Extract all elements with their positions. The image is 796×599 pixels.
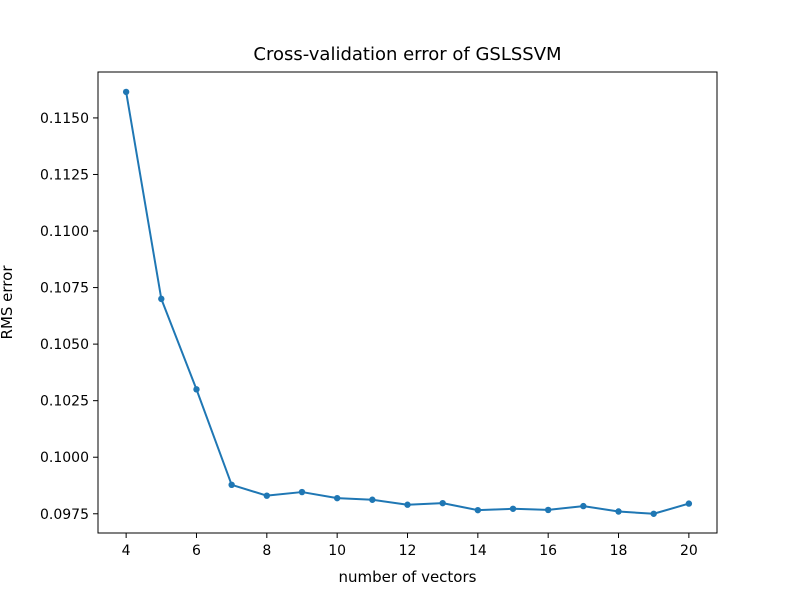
x-tick-label: 14: [469, 543, 487, 559]
data-point: [193, 386, 200, 393]
y-axis-label: RMS error: [0, 265, 16, 340]
data-point: [333, 494, 341, 502]
y-tick-label: 0.1100: [40, 224, 89, 240]
data-point: [404, 501, 411, 508]
data-point: [439, 499, 446, 507]
y-tick-label: 0.1125: [40, 167, 89, 183]
data-point: [298, 488, 306, 496]
data-point: [158, 295, 165, 303]
data-point: [122, 88, 130, 96]
x-tick-label: 18: [610, 543, 628, 559]
y-tick-label: 0.1150: [40, 111, 89, 127]
data-point: [615, 508, 622, 515]
data-point: [685, 500, 693, 507]
data-point: [474, 506, 482, 514]
chart-title: Cross-validation error of GSLSSVM: [253, 44, 561, 65]
plot-frame: [97, 71, 718, 534]
x-tick-label: 4: [122, 543, 131, 559]
x-tick-label: 20: [680, 543, 698, 559]
data-point: [650, 510, 657, 517]
data-point: [369, 496, 376, 503]
x-tick-label: 10: [328, 543, 346, 559]
data-point: [228, 481, 235, 489]
data-point: [580, 502, 587, 510]
y-tick-label: 0.1050: [40, 337, 89, 353]
x-tick-label: 12: [399, 543, 417, 559]
data-point: [509, 505, 517, 512]
x-tick-label: 16: [539, 543, 557, 559]
x-tick-label: 8: [262, 543, 271, 559]
series-line: [125, 91, 690, 515]
data-point: [263, 492, 271, 499]
y-tick-label: 0.1025: [40, 394, 89, 410]
y-tick-label: 0.1000: [40, 450, 89, 466]
plot-series: [122, 88, 693, 517]
y-tick-label: 0.1075: [40, 281, 89, 297]
y-tick-label: 0.0975: [40, 507, 89, 523]
x-tick-label: 6: [192, 543, 201, 559]
axis-ticks: 4 6 8 10 12 14 16 18 20 0.0975 0.1000 0.1025 0.1050 0…: [40, 111, 698, 559]
x-axis-label: number of vectors: [339, 568, 477, 586]
data-point: [544, 506, 552, 514]
